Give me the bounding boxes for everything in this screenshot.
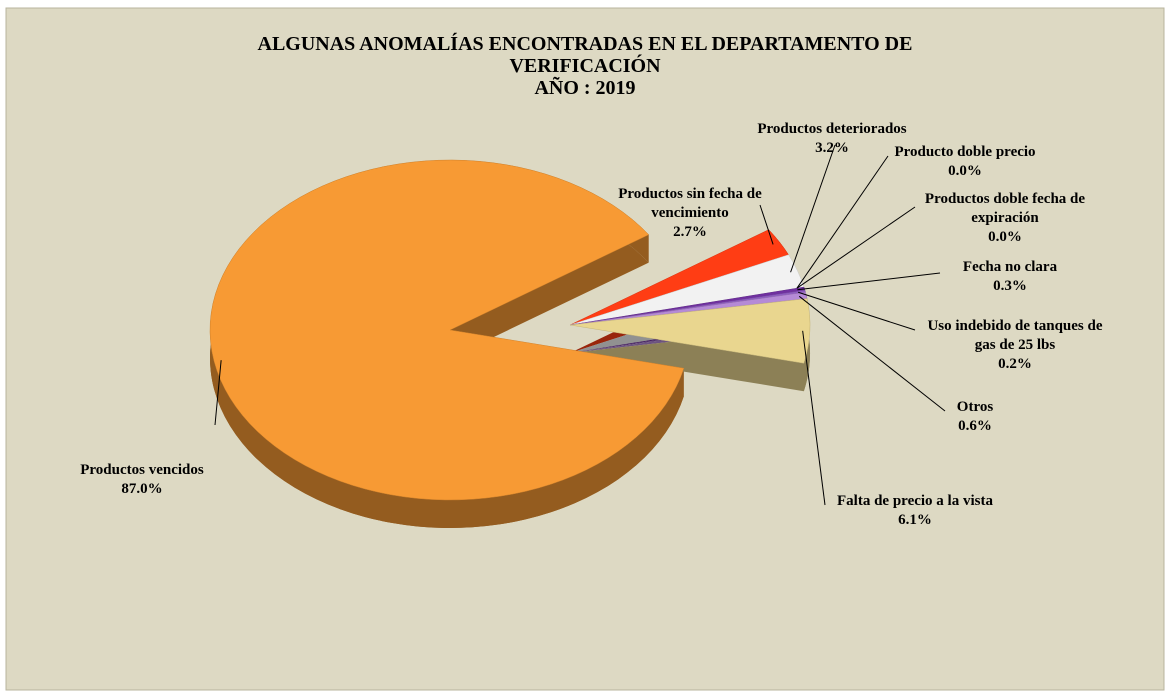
data-label: 0.0% [988, 229, 1022, 245]
data-label-name: Productos doble fecha de expiración [925, 191, 1085, 226]
data-label: 2.7% [673, 224, 707, 240]
data-label-name: Productos vencidos [80, 462, 204, 478]
data-label: 87.0% [121, 481, 162, 497]
leader-line [759, 204, 774, 245]
leader-line [802, 330, 826, 506]
pie-slice [569, 298, 811, 364]
data-label: 0.3% [993, 278, 1027, 294]
leader-line [796, 155, 889, 289]
data-label-name: Falta de precio a la vista [837, 493, 993, 509]
leader-line [790, 144, 836, 273]
leader-line [214, 360, 222, 426]
leader-line [798, 295, 946, 412]
data-label: 6.1% [898, 512, 932, 528]
data-label: 0.0% [948, 163, 982, 179]
data-label-name: Uso indebido de tanques de gas de 25 lbs [927, 318, 1102, 353]
data-label: 0.2% [998, 356, 1032, 372]
pie-tops [209, 159, 811, 501]
leader-line [797, 272, 941, 291]
chart-title: ALGUNAS ANOMALÍAS ENCONTRADAS EN EL DEPA… [258, 32, 913, 77]
chart-subtitle: AÑO : 2019 [534, 76, 635, 99]
data-label-name: Productos deteriorados [757, 121, 906, 137]
leader-line [798, 291, 916, 331]
leader-line [796, 206, 916, 289]
data-label-name: Fecha no clara [963, 259, 1058, 275]
data-label: 0.6% [958, 418, 992, 434]
data-label-name: Otros [957, 399, 994, 415]
data-label-name: Producto doble precio [894, 144, 1035, 160]
data-label: 3.2% [815, 140, 849, 156]
data-label-name: Productos sin fecha de vencimiento [618, 186, 762, 221]
pie-slice [209, 159, 685, 501]
